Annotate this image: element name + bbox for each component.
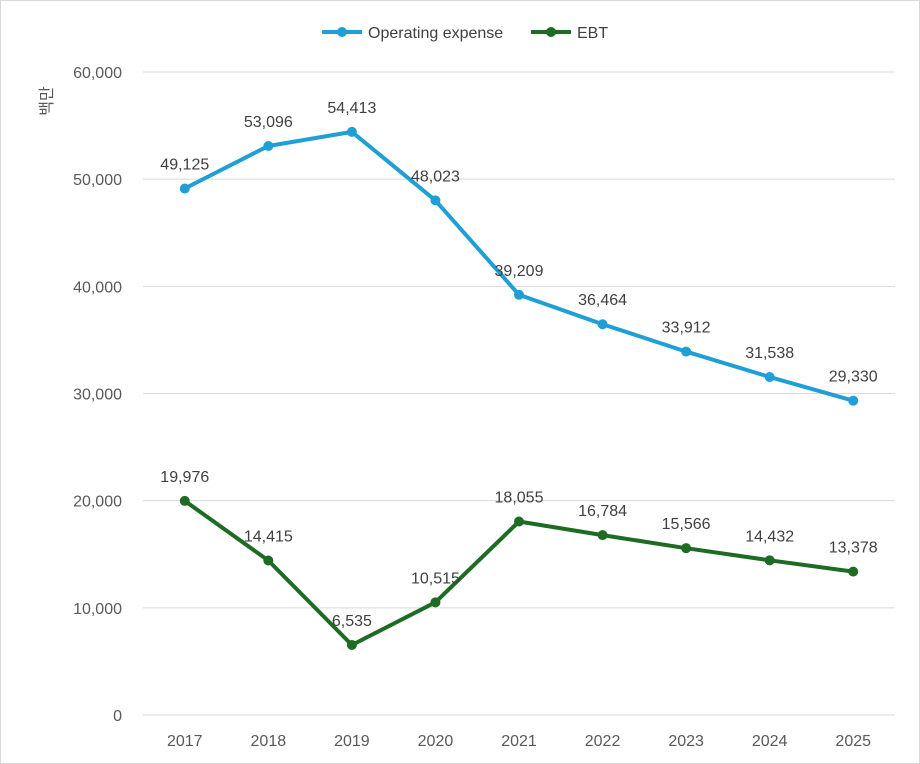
legend-label: EBT — [577, 25, 608, 42]
y-tick-label: 40,000 — [73, 279, 122, 296]
x-tick-label: 2025 — [835, 733, 871, 750]
x-tick-label: 2020 — [418, 733, 454, 750]
data-label: 19,976 — [160, 469, 209, 486]
y-tick-label: 30,000 — [73, 387, 122, 404]
x-tick-label: 2019 — [334, 733, 370, 750]
data-point — [764, 555, 775, 566]
data-point — [430, 195, 441, 206]
data-point — [263, 140, 274, 151]
data-point — [514, 289, 524, 300]
data-point — [848, 566, 859, 577]
y-tick-label: 20,000 — [73, 494, 122, 511]
x-tick-label: 2022 — [585, 733, 621, 750]
data-point — [430, 597, 441, 608]
data-label: 10,515 — [411, 570, 460, 587]
data-label: 36,464 — [578, 292, 627, 309]
data-point — [179, 495, 190, 506]
data-point — [346, 639, 357, 650]
y-tick-label: 0 — [113, 708, 122, 725]
data-label: 48,023 — [411, 168, 460, 185]
data-point — [597, 319, 608, 330]
x-tick-label: 2023 — [668, 733, 704, 750]
legend-marker — [546, 27, 556, 37]
data-label: 39,209 — [495, 263, 544, 280]
data-point — [263, 555, 274, 566]
data-point — [681, 346, 692, 357]
y-tick-label: 60,000 — [73, 65, 122, 82]
x-axis-ticks: 2017 2018 2019 2020 2021 2022 2023 2024 2025 — [167, 733, 871, 750]
series-lines — [179, 126, 859, 650]
data-label: 15,566 — [662, 516, 711, 533]
data-label: 16,784 — [578, 503, 627, 520]
data-label: 29,330 — [829, 369, 878, 386]
data-label: 18,055 — [495, 490, 544, 507]
legend: Operating expense EBT — [322, 25, 608, 42]
data-label: 14,415 — [244, 529, 293, 546]
legend-label: Operating expense — [368, 25, 503, 42]
x-tick-label: 2021 — [501, 733, 537, 750]
gridlines — [143, 71, 895, 716]
legend-marker — [337, 27, 347, 37]
x-tick-label: 2024 — [752, 733, 788, 750]
y-tick-label: 10,000 — [73, 601, 122, 618]
data-label: 14,432 — [745, 528, 794, 545]
data-label: 31,538 — [745, 345, 794, 362]
y-axis-ticks: 0 10,000 20,000 30,000 40,000 50,000 60,000 — [73, 65, 122, 725]
data-label: 49,125 — [160, 157, 209, 174]
x-tick-label: 2017 — [167, 733, 203, 750]
data-label: 6,535 — [332, 613, 372, 630]
data-point — [848, 395, 859, 406]
data-label: 33,912 — [662, 320, 711, 337]
y-tick-label: 50,000 — [73, 172, 122, 189]
data-labels: 49,125 53,096 54,413 48,023 39,209 36,464 33,9… — [160, 100, 877, 630]
data-label: 54,413 — [327, 100, 376, 117]
x-tick-label: 2018 — [251, 733, 287, 750]
y-axis-unit-label: 백만 — [38, 86, 56, 116]
data-point — [597, 530, 608, 541]
data-label: 13,378 — [829, 540, 878, 557]
data-point — [681, 543, 692, 554]
data-point — [514, 516, 524, 527]
data-label: 53,096 — [244, 114, 293, 131]
data-point — [764, 372, 775, 383]
data-point — [179, 183, 190, 194]
data-point — [346, 126, 357, 137]
